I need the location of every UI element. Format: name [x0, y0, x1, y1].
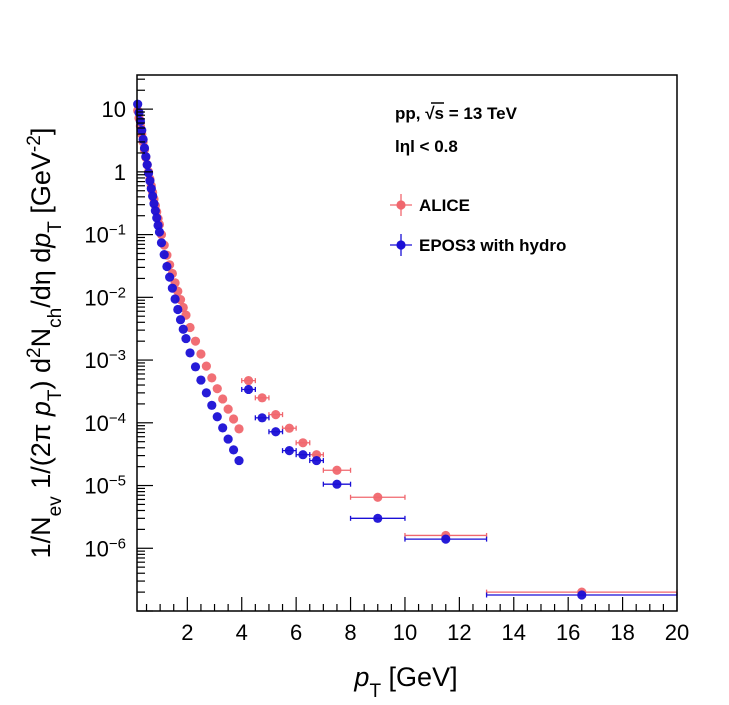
data-point — [185, 348, 195, 358]
data-point — [212, 384, 222, 394]
data-point — [190, 336, 201, 346]
data-point — [190, 362, 201, 372]
data-point — [150, 206, 160, 216]
y-tick-label: 1 — [114, 160, 126, 185]
data-point — [142, 160, 152, 170]
data-point — [173, 304, 183, 315]
legend-marker-alice — [390, 194, 412, 216]
data-point — [162, 261, 172, 272]
y-tick-label: 10−4 — [84, 409, 126, 436]
plot-frame — [136, 74, 678, 612]
data-point — [207, 400, 217, 410]
collision-annotation: pp, √s = 13 TeV — [395, 104, 518, 123]
sqrt-s-symbol: √s — [425, 104, 444, 123]
data-point — [441, 534, 451, 544]
data-point — [298, 438, 308, 448]
data-point — [201, 388, 211, 398]
data-point — [218, 394, 228, 404]
data-point — [257, 393, 267, 403]
y-axis: 10 1 10−1 10−2 10−3 10−4 10−5 10−6 — [84, 78, 153, 612]
data-point — [139, 143, 150, 153]
x-tick-label: 4 — [236, 620, 248, 645]
data-point — [257, 413, 267, 423]
x-tick-label: 12 — [447, 620, 471, 645]
data-point — [207, 373, 217, 383]
data-point — [228, 445, 239, 455]
data-point — [223, 404, 233, 414]
data-point — [373, 492, 383, 502]
data-point — [138, 134, 148, 144]
eta-cut-annotation: lηl < 0.8 — [395, 137, 458, 156]
data-point — [181, 333, 191, 344]
data-point — [159, 249, 169, 260]
x-tick-label: 18 — [610, 620, 634, 645]
y-tick-label: 10−5 — [84, 472, 126, 499]
data-point — [141, 152, 151, 162]
data-point — [373, 513, 383, 523]
data-point — [196, 349, 206, 359]
data-point — [284, 446, 294, 456]
data-point — [148, 191, 158, 201]
data-point — [175, 315, 186, 325]
y-tick-label: 10−2 — [84, 284, 126, 311]
data-point — [146, 184, 156, 194]
y-axis-title: 1/Nev 1/(2π pT) d2Nch/dη dpT [GeV-2] — [24, 128, 66, 559]
x-axis-title: pT [GeV] — [353, 662, 457, 702]
legend-marker-epos3 — [390, 234, 412, 256]
x-tick-label: 20 — [665, 620, 689, 645]
x-tick-label: 14 — [502, 620, 526, 645]
data-point — [271, 427, 281, 437]
x-tick-label: 2 — [181, 620, 193, 645]
data-point — [212, 412, 222, 422]
legend-label-alice: ALICE — [419, 196, 470, 215]
data-point — [154, 227, 165, 237]
data-point — [149, 199, 159, 209]
x-tick-label: 10 — [393, 620, 417, 645]
data-point — [332, 479, 342, 489]
data-point — [156, 238, 167, 248]
y-tick-label: 10−3 — [84, 347, 126, 374]
y-tick-label: 10−1 — [84, 221, 126, 248]
data-point — [196, 375, 206, 385]
x-tick-label: 6 — [290, 620, 302, 645]
data-point — [234, 424, 244, 434]
data-point — [332, 465, 342, 475]
data-point — [167, 283, 177, 293]
data-point — [243, 384, 254, 395]
x-tick-label: 8 — [344, 620, 356, 645]
data-point — [152, 213, 162, 223]
y-tick-label: 10 — [102, 97, 126, 122]
data-point — [271, 410, 281, 420]
data-point — [178, 324, 188, 334]
data-point — [201, 361, 211, 371]
data-point — [234, 455, 244, 466]
data-point — [298, 450, 308, 460]
y-tick-label: 10−6 — [84, 535, 126, 562]
legend: ALICE EPOS3 with hydro — [390, 194, 566, 256]
data-point — [228, 414, 239, 424]
data-point — [284, 423, 294, 433]
legend-label-epos3: EPOS3 with hydro — [419, 236, 566, 255]
data-point — [243, 376, 254, 386]
x-axis: 2 4 6 8 10 12 14 16 18 20 — [145, 597, 689, 645]
data-point — [165, 272, 175, 282]
x-tick-label: 16 — [556, 620, 580, 645]
data-point — [145, 176, 155, 186]
data-point — [143, 168, 154, 178]
data-point — [170, 294, 180, 304]
data-point — [223, 434, 233, 444]
data-point — [311, 455, 322, 466]
data-point — [577, 590, 587, 600]
data-point — [218, 423, 228, 433]
